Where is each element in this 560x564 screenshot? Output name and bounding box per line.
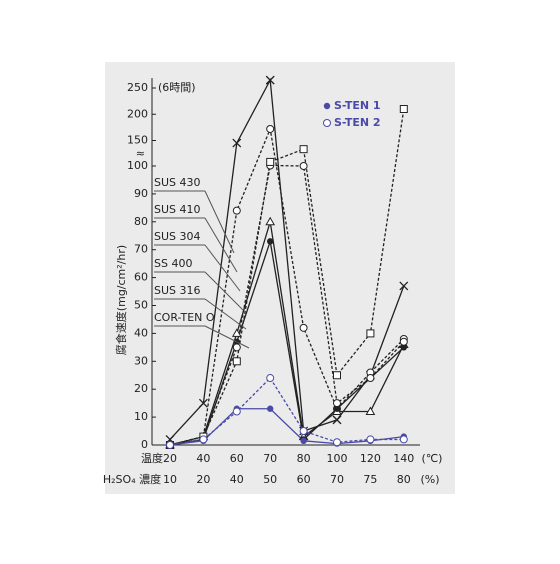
marker [166,441,174,449]
marker [300,437,307,445]
leader-line [204,244,241,292]
x-row-label: H₂SO₄ 濃度 [103,472,161,486]
marker [199,435,208,444]
y-tick-label: 30 [134,354,148,367]
legend-label: S-TEN 1 [334,99,381,112]
marker [399,281,409,291]
marker [399,435,408,444]
marker [400,344,407,351]
x-tick-label: 80 [397,473,411,486]
y-tick-label: 100 [127,159,148,172]
y-tick-label: 0 [141,438,148,451]
marker [333,399,341,408]
y-tick-label: 250 [127,81,148,94]
leader-line [204,271,244,311]
legend-label: SS 400 [154,257,192,270]
x-tick-label: 100 [327,452,348,465]
annotation: (6時間) [158,81,196,94]
x-tick-label: 70 [330,473,344,486]
x-tick-label: 50 [263,473,277,486]
x-tick-label: 10 [163,473,177,486]
marker [232,357,241,366]
y-tick-label: 200 [127,107,148,120]
series-line [169,108,405,446]
marker [232,206,241,215]
marker [299,162,308,170]
marker [399,105,408,113]
series-line [169,164,405,446]
x-tick-label: 60 [297,473,311,486]
marker [299,145,308,154]
series-line [169,221,405,446]
marker [266,124,275,133]
marker [266,157,275,166]
marker [265,216,276,226]
series-line [169,241,405,446]
legend-label: COR-TEN O [154,311,215,324]
legend-label: SUS 410 [154,203,201,216]
x-tick-label: 40 [196,452,210,465]
series-line [169,377,404,446]
marker [198,398,208,408]
x-tick-label: 70 [263,452,277,465]
x-tick-label: 140 [393,452,414,465]
marker [232,343,241,352]
leader-line [204,325,250,349]
legend-label: SUS 316 [154,284,201,297]
marker [333,438,341,447]
marker [232,138,242,148]
x-tick-label: 120 [360,452,381,465]
marker [365,406,376,416]
leader-line [204,217,238,273]
x-row-unit: (℃) [422,452,443,465]
marker [266,374,275,383]
y-tick-label: 70 [134,243,148,256]
legend-label: SUS 430 [154,176,201,189]
chart-background [105,62,455,494]
marker [366,329,375,338]
legend-marker [323,119,331,127]
x-tick-label: 40 [230,473,244,486]
marker [333,405,341,412]
marker [333,371,341,380]
marker [366,435,375,444]
y-tick-label: 10 [134,410,148,423]
axis-break: ≈ [136,147,145,160]
marker [366,374,375,383]
x-tick-label: 80 [297,452,311,465]
y-tick-label: 80 [134,215,148,228]
x-row-unit: (%) [420,473,439,486]
y-tick-label: 60 [134,271,148,284]
marker [232,407,241,416]
marker [399,337,408,346]
marker [299,323,308,332]
x-tick-label: 20 [196,473,210,486]
legend-label: S-TEN 2 [334,116,381,129]
x-tick-label: 20 [163,452,177,465]
y-tick-label: 20 [134,382,148,395]
x-tick-label: 60 [230,452,244,465]
marker [332,415,342,425]
marker [267,405,274,412]
leader-line [204,190,235,254]
marker [231,328,242,337]
marker [265,75,275,85]
legend-marker [323,102,331,110]
x-row-label: 温度 [141,451,163,465]
y-tick-label: 90 [134,187,148,200]
y-axis-label: 腐食速度(mg/cm²/hr) [114,245,128,355]
y-tick-label: 50 [134,299,148,312]
leader-line [204,298,247,330]
y-tick-label: 40 [134,326,148,339]
marker [267,238,274,245]
y-tick-label: 150 [127,134,148,147]
legend-label: SUS 304 [154,230,201,243]
marker [299,427,308,436]
series-line [169,126,405,446]
x-tick-label: 75 [363,473,377,486]
